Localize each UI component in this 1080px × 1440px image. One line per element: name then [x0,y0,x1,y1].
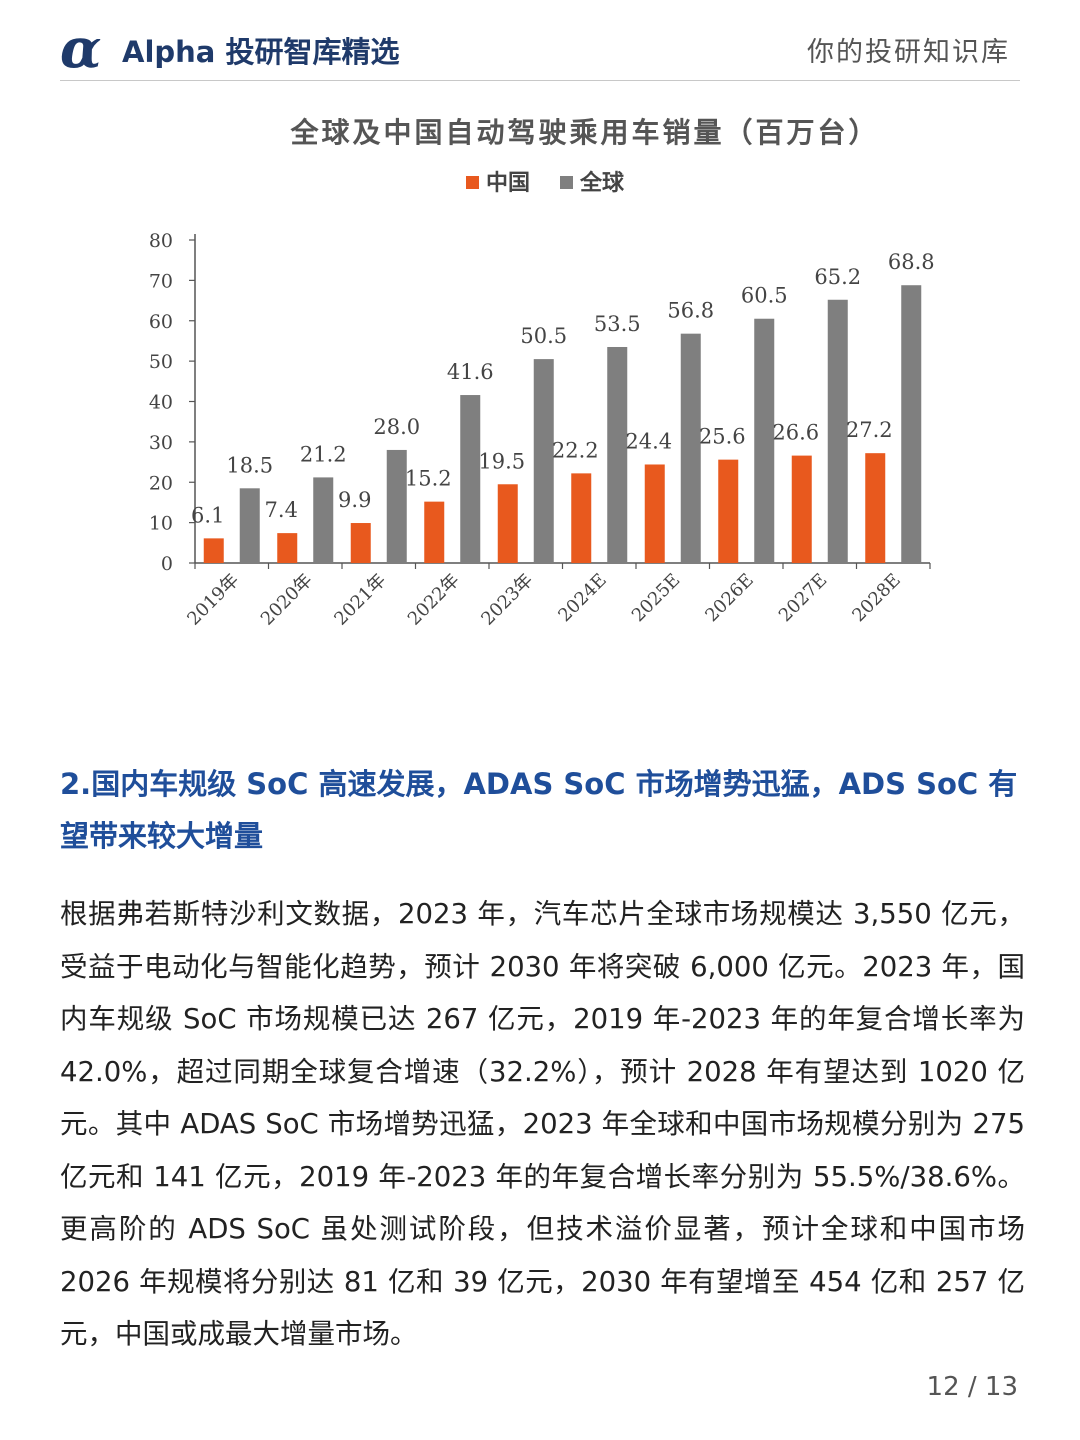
data-label-global-3: 41.6 [447,360,494,384]
bar-global-1 [313,477,334,563]
y-tick-label-8: 80 [149,230,173,252]
y-tick-label-2: 20 [149,472,173,494]
y-tick-label-5: 50 [149,351,173,373]
data-label-china-6: 24.4 [625,429,672,453]
bar-china-3 [424,501,445,563]
sales-bar-chart: 全球及中国自动驾驶乘用车销量（百万台） 中国 全球 0 10 20 30 40 50 60 70… [110,100,970,680]
brand-name: Alpha 投研智库精选 [122,35,400,69]
bar-global-8 [827,299,848,563]
chart-legend: 中国 全球 [466,170,625,196]
data-label-china-0: 6.1 [191,503,224,527]
data-label-global-7: 60.5 [741,284,788,308]
data-label-global-4: 50.5 [520,324,567,348]
chart-title: 全球及中国自动驾驶乘用车销量（百万台） [289,116,879,149]
x-tick-label-9: 2028E [848,570,905,627]
bar-china-5 [571,473,592,563]
x-tick-label-0: 2019年 [183,570,243,630]
chart-data-labels: 6.1 7.4 9.9 15.2 19.5 22.2 24.4 25.6 26.6 27.2 18.… [191,250,935,527]
bar-global-7 [754,318,775,563]
y-tick-label-3: 30 [149,432,173,454]
bar-china-1 [277,533,298,563]
data-label-global-9: 68.8 [888,250,935,274]
data-label-china-7: 25.6 [699,425,746,449]
x-tick-label-3: 2022年 [404,570,464,630]
data-label-global-6: 56.8 [667,299,714,323]
page-number: 12 / 13 [926,1372,1018,1402]
x-tick-label-8: 2027E [775,570,832,627]
legend-label-0: 中国 [486,170,530,196]
data-label-china-5: 22.2 [552,438,599,462]
x-tick-label-4: 2023年 [477,570,537,630]
data-label-china-8: 26.6 [772,421,819,445]
bar-global-5 [607,346,628,563]
body-paragraph: 根据弗若斯特沙利文数据，2023 年，汽车芯片全球市场规模达 3,550 亿元，… [60,898,1025,1350]
bar-global-6 [680,333,701,563]
data-label-global-0: 18.5 [226,453,273,477]
legend-label-1: 全球 [579,170,625,196]
header-slogan: 你的投研知识库 [807,37,1010,68]
y-tick-label-7: 70 [149,270,173,292]
y-tick-label-0: 0 [161,553,173,575]
bar-global-9 [901,285,922,563]
legend-swatch-1 [560,176,573,189]
bar-china-9 [865,453,886,563]
y-tick-label-1: 10 [149,513,173,535]
page-header: α Alpha 投研智库精选 你的投研知识库 [60,16,1020,81]
bar-china-2 [350,523,371,563]
bar-global-0 [239,488,260,563]
x-tick-label-7: 2026E [701,570,758,627]
bar-global-4 [533,359,554,563]
chart-bars [203,285,922,563]
y-tick-label-4: 40 [149,392,173,414]
y-tick-label-6: 60 [149,311,173,333]
data-label-china-1: 7.4 [265,498,298,522]
data-label-china-2: 9.9 [338,488,371,512]
bar-global-2 [386,449,407,563]
data-label-global-2: 28.0 [373,415,420,439]
data-label-global-5: 53.5 [594,312,641,336]
x-tick-label-6: 2025E [628,570,685,627]
x-tick-label-1: 2020年 [257,570,317,630]
data-label-china-3: 15.2 [405,467,452,491]
bar-global-3 [460,395,481,563]
bar-china-0 [203,538,224,563]
bar-china-4 [497,484,518,563]
section-title: 2.国内车规级 SoC 高速发展，ADAS SoC 市场增势迅猛，ADS SoC… [60,767,1018,853]
bar-china-8 [791,455,812,563]
x-tick-label-2: 2021年 [330,570,390,630]
bar-china-6 [644,464,665,563]
data-label-global-8: 65.2 [814,265,861,289]
data-label-china-9: 27.2 [846,418,893,442]
x-tick-label-5: 2024E [554,570,611,627]
chart-canvas: 全球及中国自动驾驶乘用车销量（百万台） 中国 全球 0 10 20 30 40 50 60 70… [149,116,935,630]
alpha-logo-icon: α [60,16,102,80]
data-label-china-4: 19.5 [478,449,525,473]
bar-china-7 [718,459,739,563]
legend-swatch-0 [466,176,479,189]
data-label-global-1: 21.2 [300,442,347,466]
